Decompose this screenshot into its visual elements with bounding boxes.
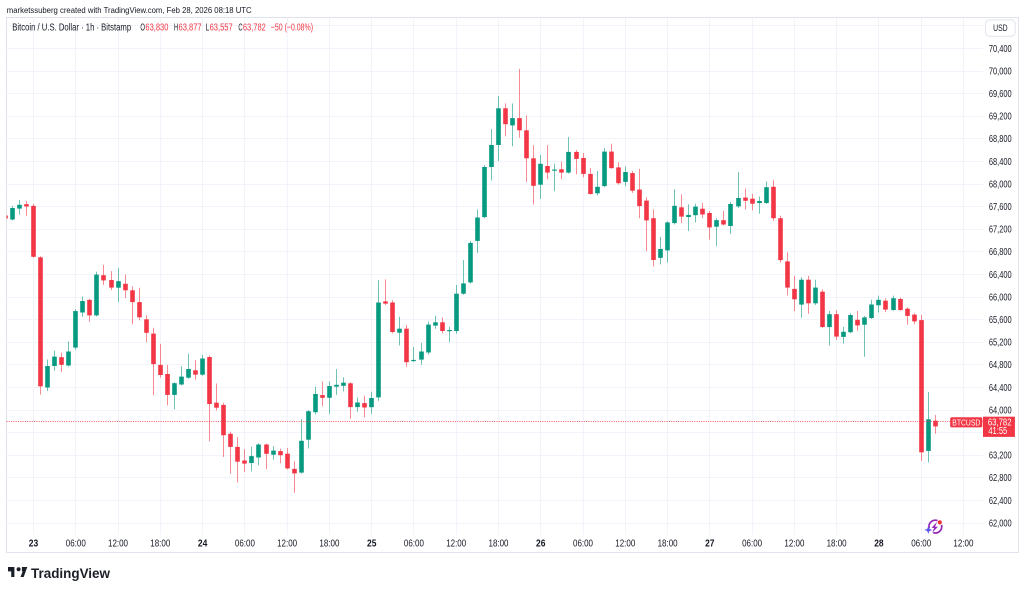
svg-text:06:00: 06:00 <box>911 539 931 550</box>
svg-text:BTCUSD: BTCUSD <box>952 417 980 427</box>
svg-text:23: 23 <box>29 539 39 550</box>
svg-text:12:00: 12:00 <box>108 539 128 550</box>
svg-text:66,400: 66,400 <box>989 270 1012 281</box>
svg-text:12:00: 12:00 <box>277 539 297 550</box>
svg-text:24: 24 <box>198 539 208 550</box>
svg-text:18:00: 18:00 <box>827 539 847 550</box>
svg-text:06:00: 06:00 <box>404 539 424 550</box>
svg-text:66,000: 66,000 <box>989 292 1012 303</box>
svg-text:62,800: 62,800 <box>989 473 1012 484</box>
svg-text:64,000: 64,000 <box>989 405 1012 416</box>
svg-text:25: 25 <box>367 539 377 550</box>
svg-text:06:00: 06:00 <box>573 539 593 550</box>
svg-text:69,600: 69,600 <box>989 89 1012 100</box>
svg-text:64,800: 64,800 <box>989 360 1012 371</box>
svg-text:63,200: 63,200 <box>989 451 1012 462</box>
svg-text:63,782: 63,782 <box>988 417 1012 428</box>
svg-text:63,557: 63,557 <box>210 22 233 33</box>
svg-text:63,830: 63,830 <box>145 22 168 33</box>
svg-text:26: 26 <box>536 539 546 550</box>
svg-text:68,000: 68,000 <box>989 179 1012 190</box>
svg-text:28: 28 <box>874 539 884 550</box>
svg-text:66,800: 66,800 <box>989 247 1012 258</box>
svg-text:L: L <box>206 22 210 33</box>
svg-text:67,600: 67,600 <box>989 202 1012 213</box>
svg-text:64,400: 64,400 <box>989 383 1012 394</box>
svg-text:−50 (−0.08%): −50 (−0.08%) <box>271 22 313 33</box>
svg-text:marketssuberg created with Tra: marketssuberg created with TradingView.c… <box>7 5 252 15</box>
svg-text:18:00: 18:00 <box>150 539 170 550</box>
svg-text:41:55: 41:55 <box>988 426 1007 437</box>
svg-text:12:00: 12:00 <box>784 539 804 550</box>
svg-text:70,000: 70,000 <box>989 66 1012 77</box>
svg-text:12:00: 12:00 <box>953 539 973 550</box>
svg-text:65,200: 65,200 <box>989 338 1012 349</box>
svg-text:06:00: 06:00 <box>235 539 255 550</box>
svg-text:Bitcoin / U.S. Dollar · 1h · B: Bitcoin / U.S. Dollar · 1h · Bitstamp <box>12 22 131 33</box>
svg-text:68,800: 68,800 <box>989 134 1012 145</box>
svg-text:69,200: 69,200 <box>989 112 1012 123</box>
svg-text:USD: USD <box>993 23 1008 34</box>
svg-text:67,200: 67,200 <box>989 225 1012 236</box>
svg-text:68,400: 68,400 <box>989 157 1012 168</box>
svg-text:06:00: 06:00 <box>66 539 86 550</box>
svg-text:06:00: 06:00 <box>742 539 762 550</box>
svg-text:12:00: 12:00 <box>446 539 466 550</box>
svg-text:18:00: 18:00 <box>319 539 339 550</box>
svg-text:12:00: 12:00 <box>615 539 635 550</box>
svg-text:65,600: 65,600 <box>989 315 1012 326</box>
svg-text:C: C <box>238 22 242 33</box>
svg-text:O: O <box>140 22 145 33</box>
svg-text:27: 27 <box>705 539 715 550</box>
svg-text:H: H <box>174 22 178 33</box>
svg-text:63,782: 63,782 <box>243 22 266 33</box>
svg-text:62,000: 62,000 <box>989 518 1012 529</box>
svg-text:18:00: 18:00 <box>489 539 509 550</box>
svg-text:62,400: 62,400 <box>989 496 1012 507</box>
svg-text:63,877: 63,877 <box>179 22 202 33</box>
svg-text:18:00: 18:00 <box>658 539 678 550</box>
svg-text:TradingView: TradingView <box>31 566 111 581</box>
svg-text:70,400: 70,400 <box>989 44 1012 55</box>
